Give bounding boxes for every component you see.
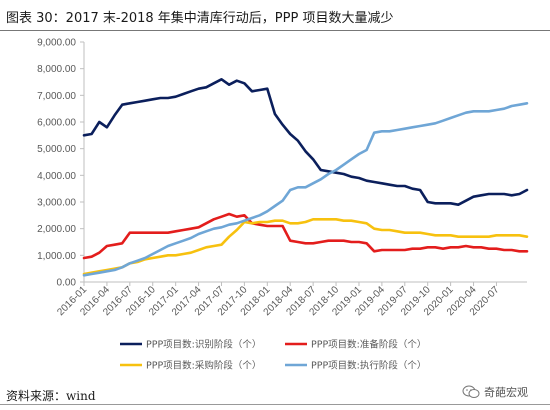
watermark: 奇葩宏观 xyxy=(462,384,528,400)
legend-label-1: PPP项目数:识别阶段（个） xyxy=(146,339,261,351)
ppp-stage-line-chart: 0.00 1,000.00 2,000.00 3,000.00 4,000.00 5,00… xyxy=(37,38,529,372)
source-note: 资料来源：wind xyxy=(6,389,96,403)
y-tick-label: 7,000.00 xyxy=(37,91,76,102)
wechat-icon xyxy=(462,385,480,398)
series-line-2 xyxy=(82,212,529,260)
legend-label-4: PPP项目数:执行阶段（个） xyxy=(311,360,426,372)
y-tick-label: 3,000.00 xyxy=(37,198,76,209)
page-title: 图表 30：2017 末-2018 年集中清库行动后，PPP 项目数大量减少 xyxy=(6,11,394,26)
y-tick-label: 1,000.00 xyxy=(37,251,76,262)
watermark-text: 奇葩宏观 xyxy=(484,386,528,399)
series-line-1 xyxy=(82,77,529,206)
y-tick-label: 5,000.00 xyxy=(37,144,76,155)
series-line-4 xyxy=(82,102,529,277)
legend-label-3: PPP项目数:采购阶段（个） xyxy=(146,360,261,372)
series-line-3 xyxy=(82,218,529,276)
y-tick-label: 4,000.00 xyxy=(37,171,76,182)
y-tick-label: 9,000.00 xyxy=(37,38,76,49)
bottom-divider xyxy=(0,404,550,405)
y-tick-label: 2,000.00 xyxy=(37,224,76,235)
title-divider xyxy=(0,30,550,31)
legend-label-2: PPP项目数:准备阶段（个） xyxy=(311,339,426,351)
y-tick-label: 0.00 xyxy=(57,278,77,289)
y-tick-label: 6,000.00 xyxy=(37,118,76,129)
y-tick-label: 8,000.00 xyxy=(37,64,76,75)
